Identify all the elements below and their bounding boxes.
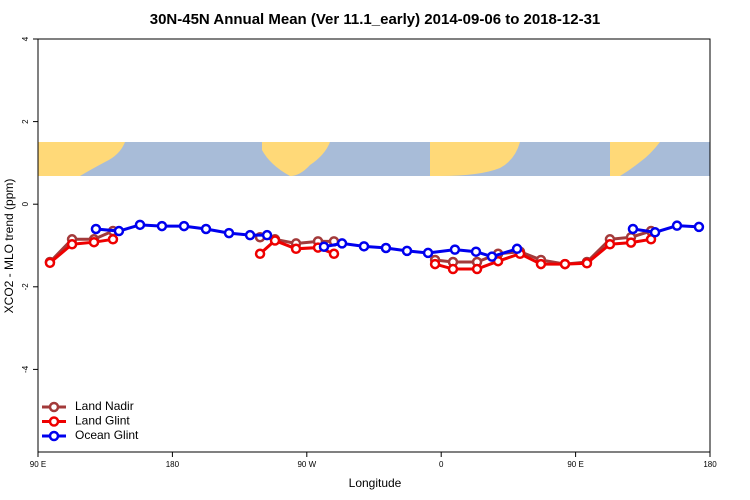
data-point [649,227,661,238]
x-axis-label: Longitude [349,476,402,490]
legend-label: Land Nadir [75,399,134,413]
legend-marker [48,416,60,427]
y-tick-label: -2 [21,283,30,291]
data-point [380,242,392,254]
data-point [200,223,212,235]
data-point [693,221,705,233]
map-strip [38,142,710,176]
data-point [535,258,547,270]
data-point [261,229,273,241]
data-point [581,258,593,269]
x-tick-label: 90 E [567,460,583,469]
data-point [178,220,190,232]
data-point [290,243,302,255]
data-point [671,220,683,231]
chart-title: 30N-45N Annual Mean (Ver 11.1_early) 201… [150,11,601,28]
data-point [422,247,434,259]
y-tick-label: 2 [21,119,30,124]
data-point [328,248,340,260]
data-point [269,235,281,246]
data-point [107,234,119,245]
data-point [134,219,146,231]
data-point [336,238,348,249]
data-point [470,246,482,257]
data-point [449,244,461,255]
x-tick-label: 180 [166,460,180,469]
data-point [113,225,125,237]
data-point [627,223,639,235]
x-tick-label: 90 E [30,460,46,469]
data-point [604,239,616,250]
data-point [318,241,330,252]
data-point [471,263,483,275]
data-point [559,258,571,270]
data-point [358,241,370,252]
data-point [511,243,523,255]
data-point [156,220,168,232]
plot-frame [37,38,711,453]
y-axis-label: XCO2 - MLO trend (ppm) [2,179,16,314]
legend-marker [48,430,60,442]
y-tick-label: 0 [21,201,30,206]
y-tick-label: 4 [21,36,30,41]
data-point [44,257,56,269]
data-point [401,245,413,257]
legend-label: Ocean Glint [75,428,139,442]
data-point [447,263,459,275]
legend-marker [48,401,60,413]
data-point [244,229,256,241]
data-point [625,237,637,248]
x-tick-label: 90 W [297,460,316,469]
x-tick-label: 0 [439,460,444,469]
series-line [48,229,652,266]
legend-label: Land Glint [75,414,130,428]
data-point [486,251,498,262]
data-point [223,227,235,239]
data-point [90,223,102,235]
y-tick-label: -4 [21,365,30,373]
x-tick-label: 180 [703,460,717,469]
data-point [66,239,78,250]
data-point [429,258,441,270]
data-point [254,248,266,260]
data-point [88,236,100,248]
